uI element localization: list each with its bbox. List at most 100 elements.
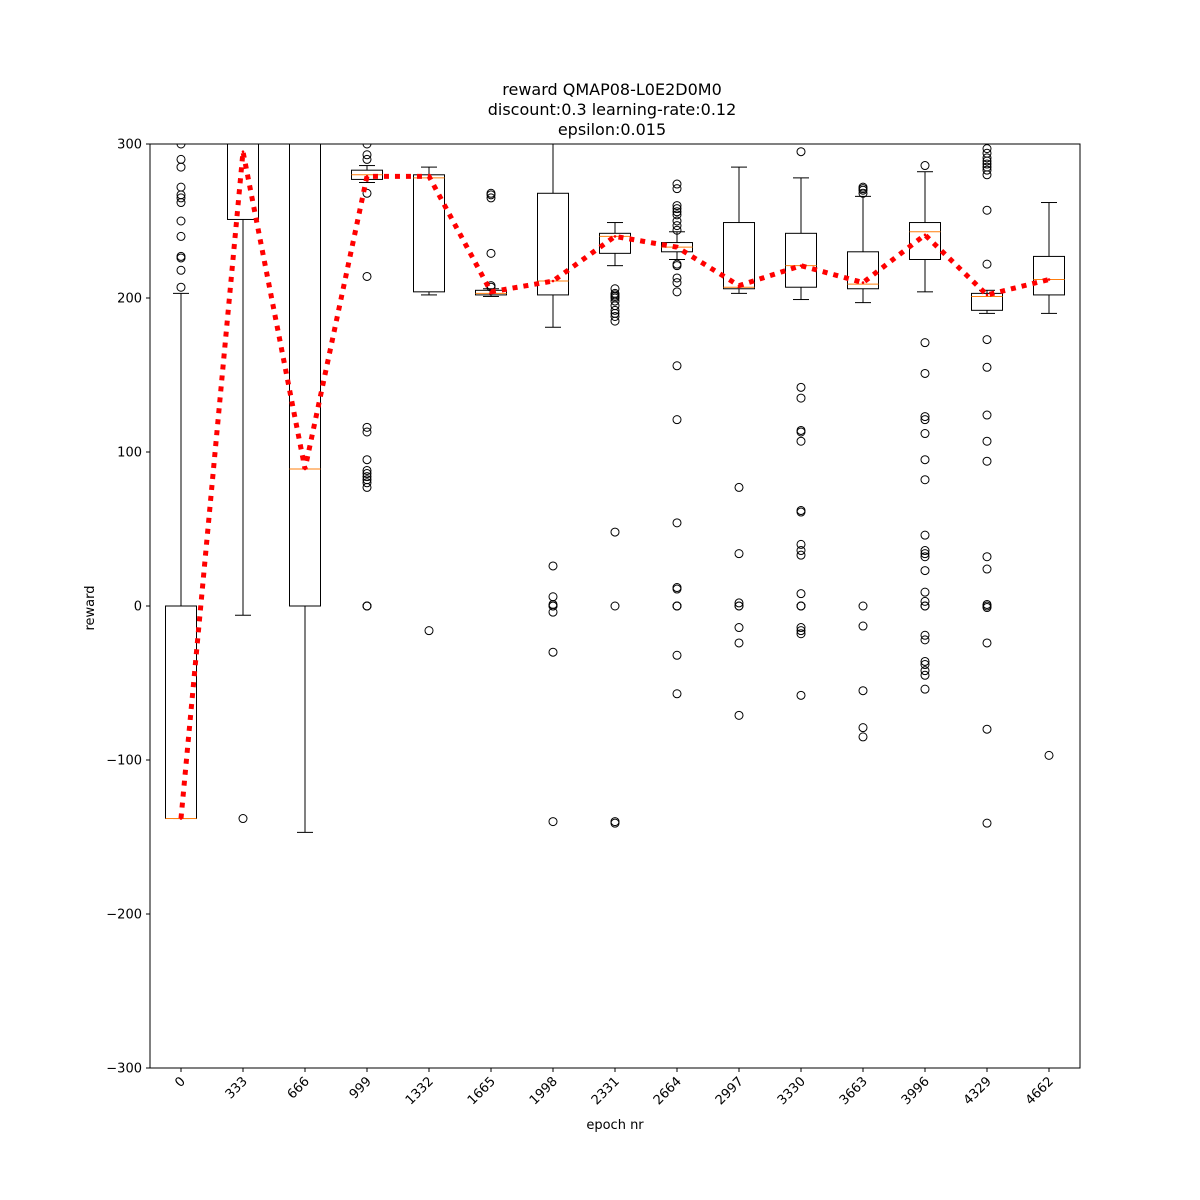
title-line-1: reward QMAP08-L0E2D0M0	[502, 80, 722, 99]
flier-point	[362, 271, 372, 281]
flier-point	[672, 361, 682, 371]
mean-point	[613, 235, 617, 238]
flier-point	[610, 316, 620, 326]
flier-point	[796, 546, 806, 556]
flier-point	[176, 282, 186, 292]
box	[909, 222, 941, 260]
flier-point	[982, 564, 992, 574]
flier-point	[176, 162, 186, 172]
flier-point	[176, 231, 186, 241]
flier-point	[424, 626, 434, 636]
flier-point	[486, 193, 496, 203]
flier-point	[176, 251, 186, 261]
flier-point	[858, 723, 868, 733]
x-tick-label: 666	[285, 1074, 313, 1102]
flier-point	[982, 552, 992, 562]
box	[723, 222, 755, 290]
flier-point	[920, 338, 930, 348]
y-axis-label: reward	[83, 585, 98, 630]
flier-point	[362, 422, 372, 432]
box-group-2997	[723, 166, 755, 720]
box	[971, 292, 1003, 311]
mean-point	[985, 293, 989, 297]
mean-point	[1047, 278, 1051, 281]
flier-point	[672, 689, 682, 699]
y-axis: −300 −200 −100 0 100 200 300	[106, 138, 150, 1077]
flier-point	[672, 583, 682, 593]
box-group-666	[289, 144, 321, 833]
flier-point	[982, 144, 992, 154]
x-axis: 0 333 666 999 1332 1665 1998 2331 2664 2997 3330 36…	[172, 1068, 1057, 1108]
flier-point	[672, 287, 682, 297]
flier-point	[734, 623, 744, 633]
flier-point	[982, 436, 992, 446]
box	[599, 232, 631, 254]
flier-point	[362, 150, 372, 160]
flier-point	[920, 546, 930, 556]
flier-point	[920, 601, 930, 611]
flier-point	[610, 527, 620, 537]
flier-point	[734, 638, 744, 648]
flier-point	[672, 221, 682, 231]
mean-point	[427, 175, 431, 178]
flier-point	[920, 635, 930, 645]
x-tick-label: 4662	[1023, 1074, 1057, 1108]
mean-point	[799, 264, 803, 267]
flier-point	[796, 147, 806, 157]
box-group-4329	[971, 144, 1003, 828]
flier-point	[920, 429, 930, 439]
flier-point	[920, 660, 930, 670]
flier-point	[982, 205, 992, 215]
flier-point	[920, 656, 930, 666]
box	[165, 605, 197, 820]
flier-point	[176, 265, 186, 275]
flier-point	[982, 456, 992, 466]
flier-point	[672, 278, 682, 288]
flier-point	[982, 818, 992, 828]
flier-point	[982, 165, 992, 175]
x-tick-label: 333	[223, 1074, 251, 1102]
flier-point	[796, 506, 806, 516]
flier-point	[796, 382, 806, 392]
flier-point	[362, 475, 372, 485]
flier-point	[176, 216, 186, 226]
flier-point	[734, 601, 744, 611]
x-tick-label: 1332	[403, 1074, 437, 1108]
flier-point	[920, 596, 930, 606]
box-group-4662	[1033, 202, 1065, 760]
flier-point	[982, 599, 992, 609]
flier-point	[982, 170, 992, 180]
mean-point	[179, 817, 183, 820]
chart-title: reward QMAP08-L0E2D0M0 discount:0.3 lear…	[488, 80, 737, 139]
flier-point	[610, 288, 620, 298]
mean-point	[675, 245, 679, 249]
mean-point	[737, 284, 741, 287]
title-line-2: discount:0.3 learning-rate:0.12	[488, 100, 737, 119]
flier-point	[796, 436, 806, 446]
box-group-3663	[847, 182, 879, 742]
box	[785, 232, 817, 288]
flier-point	[672, 201, 682, 211]
mean-point	[551, 279, 555, 283]
flier-point	[734, 549, 744, 559]
y-tick-label: 200	[117, 292, 142, 307]
flier-point	[176, 182, 186, 192]
flier-point	[920, 670, 930, 680]
flier-point	[672, 601, 682, 611]
flier-point	[672, 184, 682, 194]
flier-point	[362, 144, 372, 149]
box-group-1332	[413, 166, 445, 636]
plot-area	[165, 144, 1065, 833]
flier-point	[672, 273, 682, 283]
flier-point	[920, 630, 930, 640]
flier-point	[548, 561, 558, 571]
mean-point	[365, 175, 369, 178]
y-tick-label: 300	[117, 138, 142, 153]
box	[413, 174, 445, 293]
flier-point	[982, 362, 992, 372]
flier-point	[610, 305, 620, 315]
x-tick-label: 2664	[651, 1074, 685, 1108]
flier-point	[920, 566, 930, 576]
box	[227, 144, 259, 220]
flier-point	[920, 552, 930, 562]
